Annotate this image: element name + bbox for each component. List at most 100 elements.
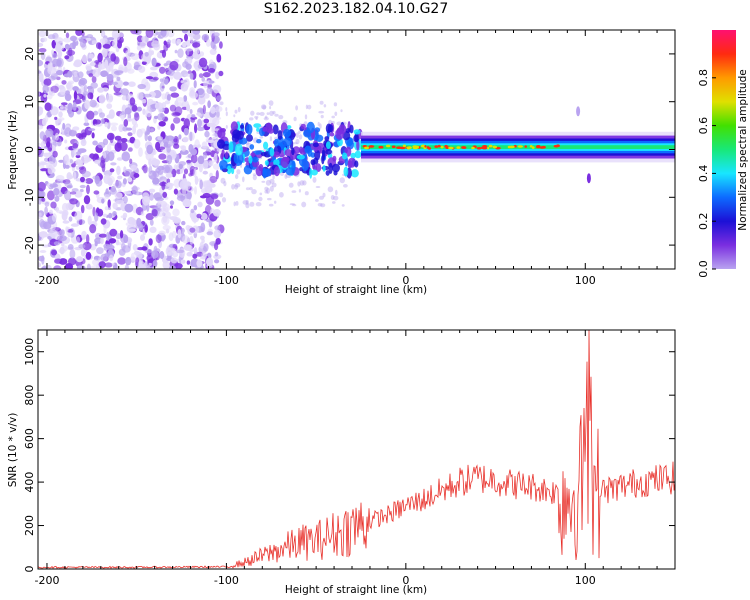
spectrum-haze-blob bbox=[234, 183, 241, 188]
spectrum-noise-blob bbox=[88, 128, 96, 132]
spectrum-scatter-blob bbox=[273, 138, 279, 147]
spectrum-noise-blob bbox=[140, 234, 145, 241]
spectrum-noise-blob bbox=[132, 244, 138, 251]
spectrum-noise-blob bbox=[51, 39, 56, 49]
spectrogram-y-tick-label: -10 bbox=[23, 188, 36, 206]
spectrum-scatter-blob bbox=[217, 139, 226, 149]
spectrum-ridge-peak bbox=[508, 145, 515, 149]
spectrum-noise-blob bbox=[162, 225, 171, 231]
spectrum-noise-blob bbox=[64, 190, 72, 201]
spectrum-noise-blob bbox=[82, 241, 92, 251]
spectrum-noise-blob bbox=[192, 42, 201, 48]
page-title: S162.2023.182.04.10.G27 bbox=[263, 1, 449, 17]
spectrum-haze-blob bbox=[245, 203, 250, 209]
spectrum-noise-blob bbox=[120, 88, 129, 96]
spectrum-haze-blob bbox=[233, 201, 236, 207]
spectrum-noise-blob bbox=[155, 197, 164, 202]
spectrum-haze-blob bbox=[267, 197, 272, 201]
spectrum-scatter-blob bbox=[327, 124, 334, 133]
spectrum-noise-blob bbox=[56, 210, 64, 214]
spectrum-noise-blob bbox=[202, 181, 211, 190]
spectrum-noise-blob bbox=[38, 48, 47, 53]
spectrum-haze-blob bbox=[252, 174, 257, 181]
spectrum-noise-blob bbox=[122, 178, 127, 185]
spectrum-haze-blob bbox=[323, 104, 327, 108]
spectrogram-x-tick-label: -100 bbox=[214, 274, 239, 287]
spectrum-noise-blob bbox=[202, 104, 206, 115]
spectrum-noise-blob bbox=[81, 170, 91, 178]
spectrum-noise-blob bbox=[172, 208, 180, 217]
spectrum-noise-blob bbox=[38, 70, 42, 74]
spectrum-haze-blob bbox=[319, 100, 324, 105]
spectrum-noise-blob bbox=[183, 118, 190, 129]
spectrum-haze-blob bbox=[264, 189, 269, 194]
spectrum-noise-blob bbox=[38, 106, 44, 116]
spectrum-noise-blob bbox=[75, 151, 82, 155]
spectrum-noise-blob bbox=[206, 139, 215, 143]
spectrum-noise-blob bbox=[79, 184, 86, 189]
spectrum-ridge-peak bbox=[461, 146, 466, 149]
spectrum-scatter-blob bbox=[226, 165, 232, 175]
spectrum-noise-blob bbox=[153, 115, 159, 120]
spectrum-noise-blob bbox=[181, 220, 186, 226]
spectrum-haze-blob bbox=[225, 107, 228, 112]
spectrum-scatter-blob bbox=[263, 141, 269, 150]
spectrum-noise-blob bbox=[193, 80, 197, 89]
spectrum-noise-blob bbox=[103, 243, 111, 249]
spectrum-ridge-peak bbox=[422, 144, 425, 148]
spectrum-noise-blob bbox=[122, 195, 128, 204]
spectrum-haze-blob bbox=[249, 201, 255, 207]
spectrum-noise-blob bbox=[85, 251, 92, 260]
spectrum-haze-blob bbox=[272, 175, 275, 180]
spectrum-noise-blob bbox=[108, 109, 115, 119]
spectrum-noise-blob bbox=[89, 62, 96, 67]
spectrum-noise-blob bbox=[45, 128, 54, 138]
spectrum-noise-blob bbox=[59, 246, 65, 255]
spectrum-noise-blob bbox=[197, 88, 206, 99]
spectrum-haze-blob bbox=[261, 180, 266, 183]
spectrum-noise-blob bbox=[206, 160, 215, 164]
spectrum-noise-blob bbox=[136, 92, 144, 100]
spectrum-haze-blob bbox=[318, 110, 325, 114]
spectrum-noise-blob bbox=[120, 215, 127, 219]
spectrum-scatter-blob bbox=[291, 147, 295, 156]
spectrum-noise-blob bbox=[75, 154, 81, 159]
spectrum-noise-blob bbox=[114, 192, 123, 199]
spectrum-noise-blob bbox=[98, 94, 106, 104]
spectrum-noise-blob bbox=[44, 114, 49, 123]
spectrum-noise-blob bbox=[38, 181, 46, 192]
spectrum-noise-blob bbox=[122, 126, 129, 132]
spectrum-haze-blob bbox=[274, 113, 279, 117]
spectrum-scatter-blob bbox=[296, 154, 305, 160]
snr-y-tick-label: 200 bbox=[23, 515, 36, 536]
spectrum-noise-blob bbox=[201, 251, 208, 260]
spectrum-noise-blob bbox=[107, 151, 115, 161]
spectrum-noise-blob bbox=[159, 251, 165, 259]
spectrum-noise-blob bbox=[61, 202, 69, 212]
spectrum-noise-blob bbox=[129, 136, 136, 144]
spectrum-noise-blob bbox=[212, 84, 222, 94]
spectrum-scatter-blob bbox=[264, 168, 272, 177]
spectrum-scatter-blob bbox=[265, 122, 273, 133]
spectrum-noise-blob bbox=[129, 97, 136, 106]
spectrum-noise-blob bbox=[173, 143, 180, 149]
spectrum-haze-blob bbox=[236, 169, 241, 175]
spectrogram-y-label: Frequency (Hz) bbox=[7, 110, 19, 189]
spectrum-noise-blob bbox=[141, 246, 148, 251]
spectrum-noise-blob bbox=[49, 183, 59, 188]
spectrum-noise-blob bbox=[81, 54, 88, 64]
spectrum-noise-blob bbox=[50, 201, 57, 209]
spectrum-scatter-blob bbox=[322, 149, 326, 161]
spectrum-haze-blob bbox=[299, 180, 305, 186]
spectrogram-marks bbox=[38, 30, 675, 269]
spectrogram-y-tick-label: 0 bbox=[23, 146, 36, 153]
spectrum-haze-blob bbox=[234, 184, 239, 190]
spectrum-spike bbox=[586, 173, 591, 184]
spectrum-noise-blob bbox=[197, 155, 205, 165]
spectrum-scatter-blob bbox=[246, 123, 253, 135]
spectrum-ridge-peak bbox=[476, 147, 482, 150]
spectrum-noise-blob bbox=[73, 171, 77, 180]
spectrum-noise-blob bbox=[96, 208, 104, 217]
spectrum-noise-blob bbox=[178, 134, 182, 140]
spectrum-noise-blob bbox=[73, 71, 78, 78]
